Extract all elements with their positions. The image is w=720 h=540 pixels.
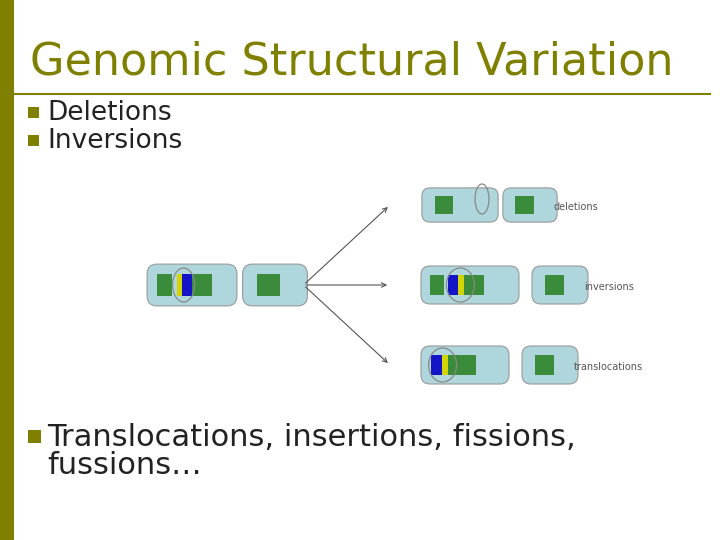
FancyBboxPatch shape [532, 266, 588, 304]
Bar [176, 274, 182, 296]
Bar [515, 196, 534, 214]
Bar [257, 274, 279, 296]
Text: translocations: translocations [574, 362, 643, 372]
Bar [182, 274, 192, 296]
Bar [431, 355, 442, 375]
FancyBboxPatch shape [421, 266, 519, 304]
Bar [464, 275, 485, 295]
Bar [442, 355, 448, 375]
Text: fussions…: fussions… [47, 450, 202, 480]
Bar [448, 275, 458, 295]
FancyBboxPatch shape [243, 264, 307, 306]
Text: Inversions: Inversions [47, 128, 182, 154]
FancyBboxPatch shape [147, 264, 237, 306]
FancyBboxPatch shape [503, 188, 557, 222]
FancyBboxPatch shape [422, 188, 498, 222]
FancyBboxPatch shape [421, 346, 509, 384]
Text: Translocations, insertions, fissions,: Translocations, insertions, fissions, [47, 422, 576, 451]
Bar [535, 355, 554, 375]
Bar [458, 275, 464, 295]
Bar [28, 135, 39, 146]
Bar [545, 275, 564, 295]
Bar [192, 274, 212, 296]
Text: deletions: deletions [554, 202, 599, 212]
Bar [430, 275, 444, 295]
Bar [28, 430, 41, 443]
Bar [28, 107, 39, 118]
Text: Genomic Structural Variation: Genomic Structural Variation [30, 40, 673, 84]
Text: inversions: inversions [584, 282, 634, 292]
Bar [435, 196, 453, 214]
Bar [0, 0, 14, 540]
FancyBboxPatch shape [522, 346, 578, 384]
Bar [157, 274, 172, 296]
Text: Deletions: Deletions [47, 100, 171, 126]
Bar [448, 355, 475, 375]
